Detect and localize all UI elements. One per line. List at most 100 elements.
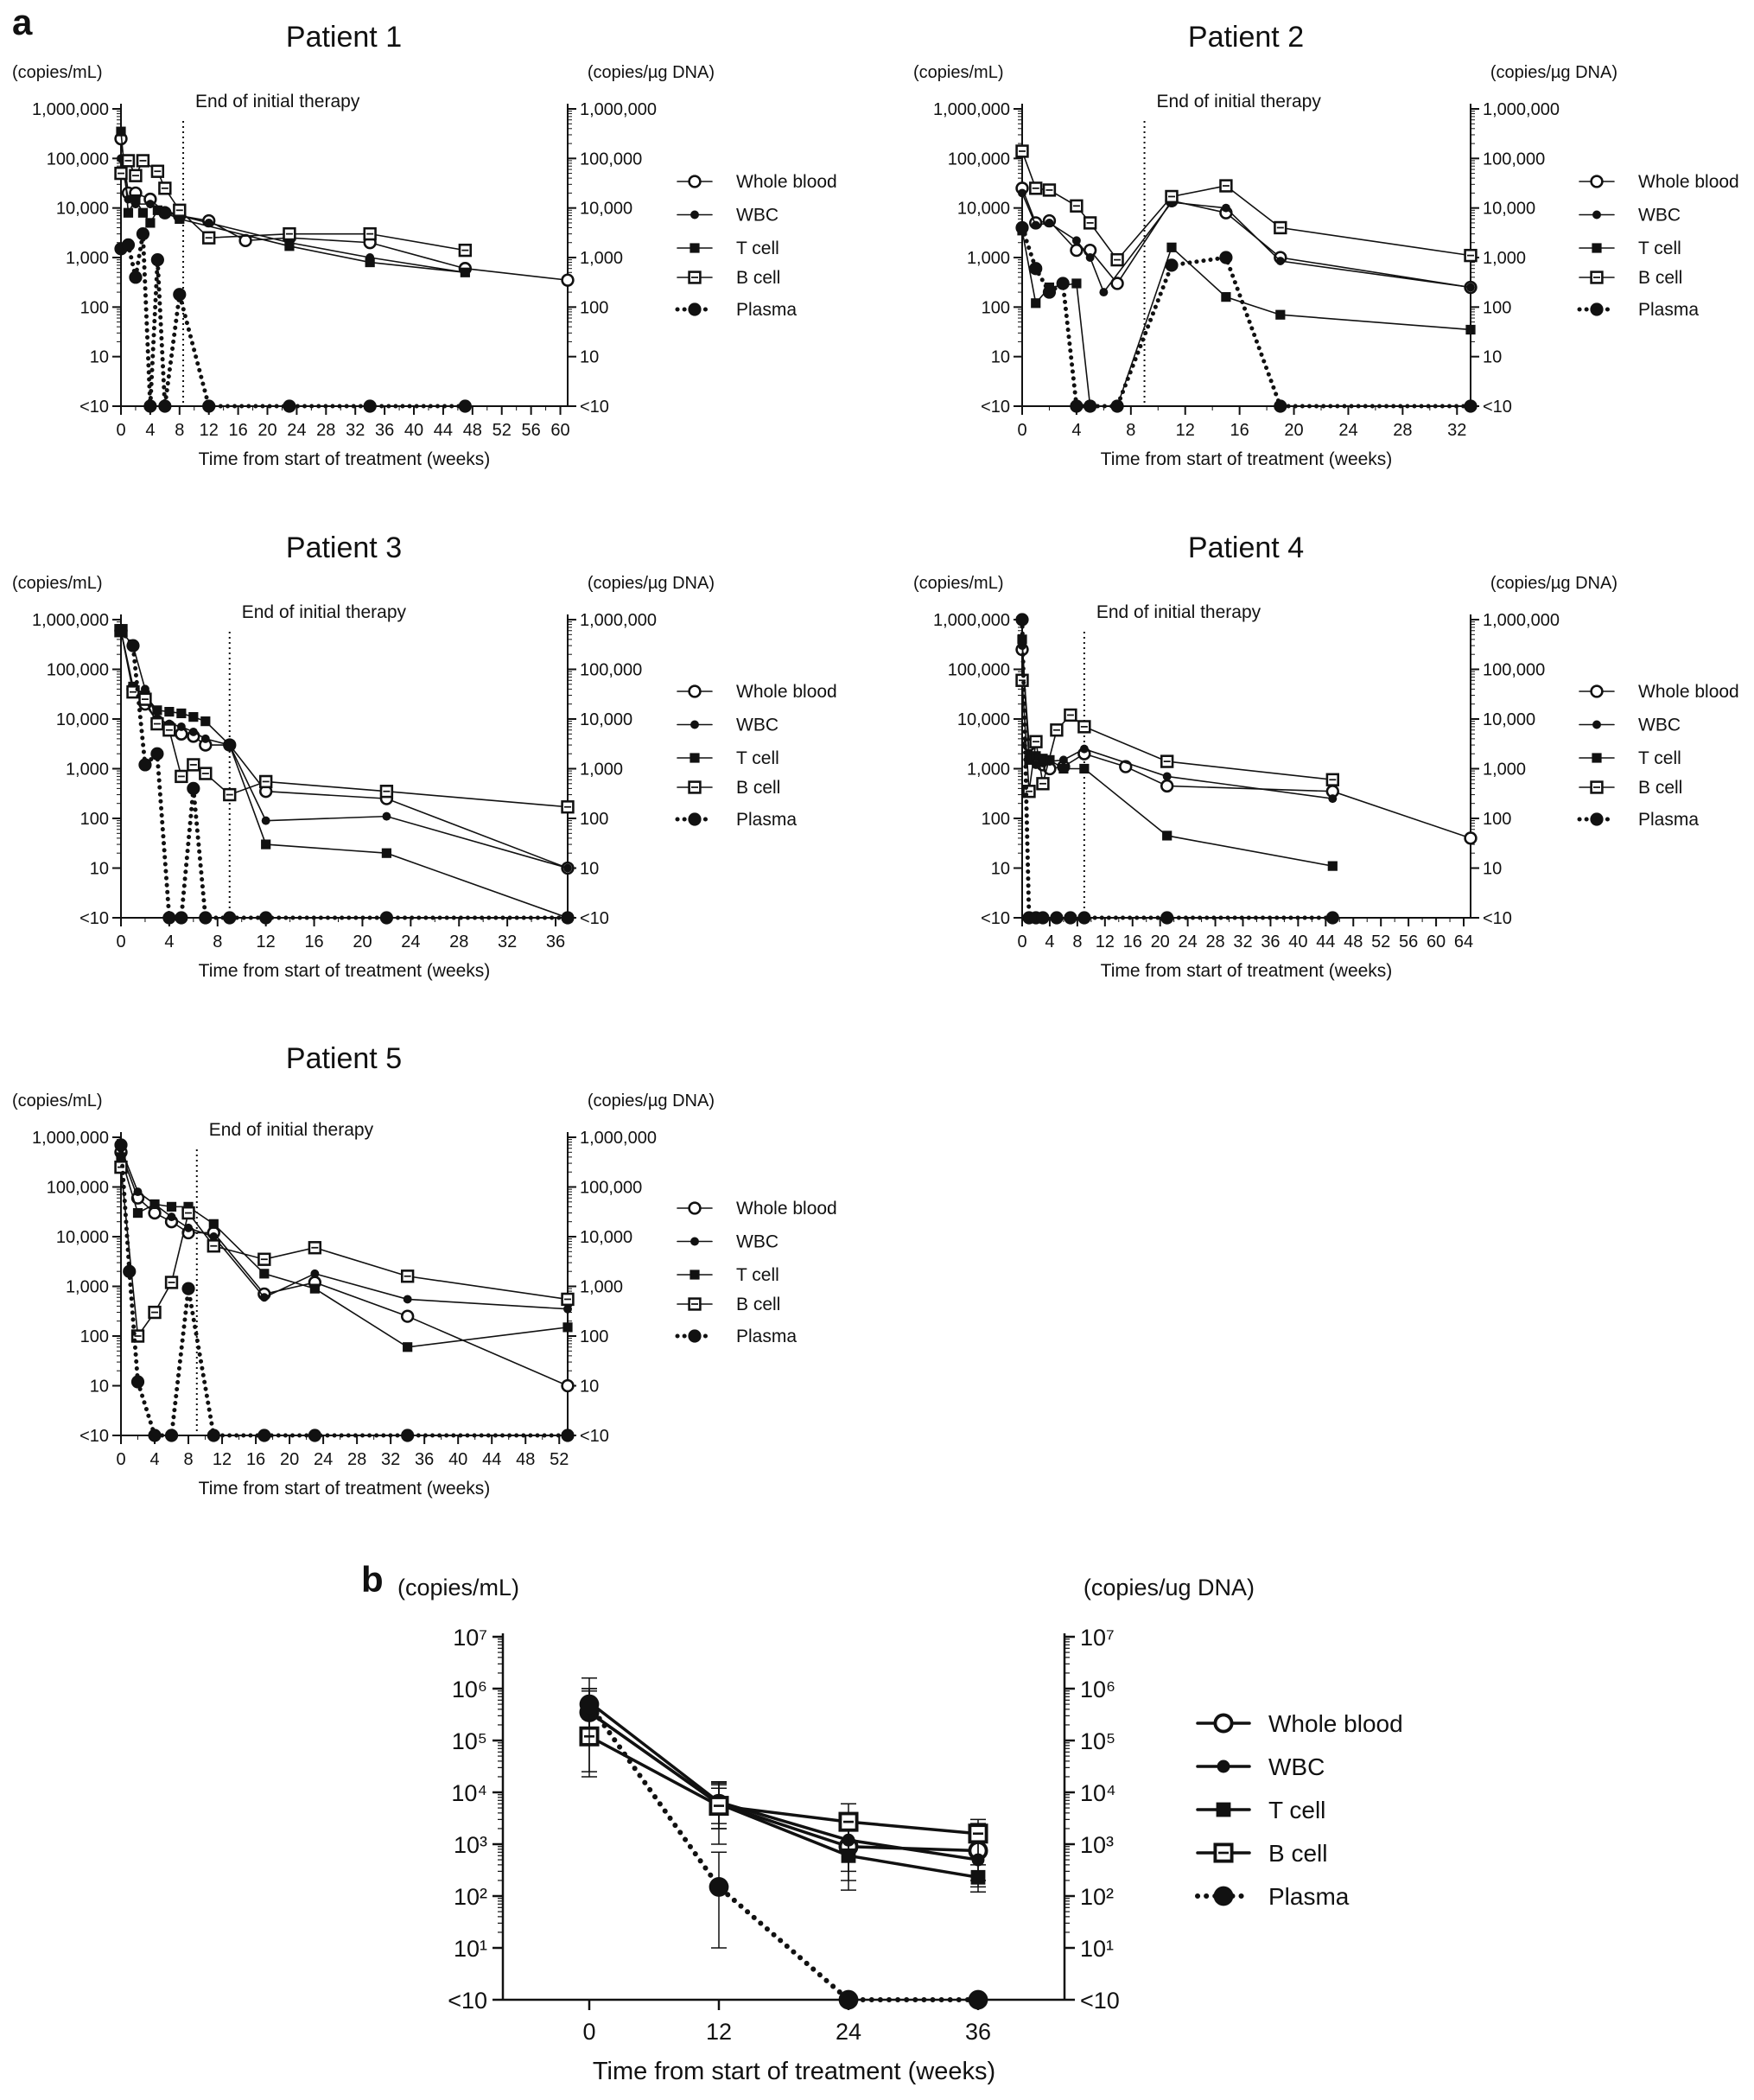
- x-axis-label: Time from start of treatment (weeks): [199, 449, 491, 469]
- legend-marker: [1592, 243, 1602, 253]
- legend-label: B cell: [1638, 268, 1682, 288]
- x-tick-label: 4: [164, 932, 174, 951]
- legend-marker: [1592, 753, 1602, 763]
- data-point: [1036, 777, 1050, 791]
- legend-item-whole-blood: Whole blood: [677, 682, 837, 702]
- data-point: [173, 288, 187, 302]
- left-axis-unit: (copies/mL): [913, 63, 1003, 82]
- legend-marker: [690, 720, 699, 729]
- x-tick-label: 16: [228, 421, 247, 440]
- y-tick-label-left: 10⁶: [452, 1677, 487, 1702]
- series-line: [118, 628, 570, 920]
- series-whole-blood: [1015, 642, 1478, 845]
- y-tick-label-left: 1,000,000: [933, 611, 1010, 630]
- legend-label: B cell: [736, 1295, 780, 1314]
- right-axis-unit: (copies/µg DNA): [588, 1091, 715, 1110]
- series-whole-blood: [114, 624, 575, 875]
- data-point: [709, 1877, 729, 1897]
- data-point: [1221, 203, 1230, 213]
- data-point: [309, 1283, 320, 1294]
- data-point: [129, 270, 143, 284]
- legend-item-plasma: Plasma: [1195, 1883, 1350, 1910]
- legend-marker: [688, 1329, 702, 1343]
- legend-label: Plasma: [1638, 300, 1699, 320]
- data-point: [1221, 292, 1231, 302]
- x-tick-label: 36: [1261, 932, 1280, 951]
- data-point: [181, 1206, 195, 1220]
- data-point: [259, 911, 273, 925]
- data-point: [1464, 831, 1478, 845]
- y-tick-label-left: 1,000: [967, 249, 1010, 268]
- legend: Whole blood WBC T cell B cell Plasma: [1577, 682, 1739, 830]
- legend-label: Plasma: [736, 1327, 797, 1346]
- data-point: [460, 267, 470, 277]
- data-point: [379, 785, 394, 799]
- x-tick-label: 52: [1371, 932, 1390, 951]
- data-point: [1162, 830, 1173, 841]
- data-point: [561, 273, 575, 287]
- series-line: [120, 629, 569, 808]
- data-point: [148, 1305, 162, 1320]
- x-tick-label: 12: [213, 1450, 232, 1469]
- data-point: [1274, 220, 1287, 235]
- y-tick-label-right: 100: [1483, 298, 1511, 317]
- y-tick-label-left: 1,000,000: [933, 100, 1010, 119]
- y-tick-label-left: 1,000: [66, 249, 109, 268]
- series-line: [588, 1700, 980, 1861]
- x-tick-label: 48: [516, 1450, 535, 1469]
- right-axis-unit: (copies/µg DNA): [588, 574, 715, 593]
- data-point: [1162, 772, 1172, 781]
- y-tick-label-left: 1,000,000: [32, 1129, 109, 1148]
- legend-marker: [1213, 1842, 1234, 1863]
- legend-label: Whole blood: [1638, 172, 1739, 192]
- data-point: [130, 194, 141, 205]
- data-point: [1050, 723, 1064, 737]
- series-plasma: [1015, 220, 1478, 413]
- legend-item-wbc: WBC: [1579, 206, 1681, 226]
- data-point: [176, 708, 187, 719]
- legend-label: T cell: [736, 1265, 779, 1285]
- data-point: [166, 1201, 177, 1212]
- x-tick-label: 28: [1393, 421, 1412, 440]
- x-tick-label: 28: [1205, 932, 1224, 951]
- y-tick-label-right: 1,000: [1483, 249, 1526, 268]
- data-point: [124, 194, 133, 204]
- y-tick-label-right: 100,000: [1483, 661, 1545, 680]
- legend-item-wbc: WBC: [677, 1232, 778, 1252]
- y-tick-label-right: 1,000: [580, 760, 623, 780]
- y-tick-label-left: 100: [80, 1327, 109, 1346]
- y-tick-label-right: 10³: [1080, 1832, 1114, 1858]
- series-b-cell: [114, 1160, 575, 1343]
- legend-marker: [1590, 302, 1604, 316]
- data-point: [158, 181, 172, 195]
- x-axis-label: Time from start of treatment (weeks): [1101, 961, 1393, 981]
- y-tick-label-right: 100,000: [1483, 150, 1545, 169]
- y-tick-label-left: 1,000: [967, 760, 1010, 780]
- series-line: [120, 629, 569, 919]
- chart-title: Patient 2: [1188, 21, 1304, 54]
- data-point: [1024, 754, 1034, 765]
- x-tick-label: 0: [582, 2019, 595, 2045]
- legend-label: T cell: [1638, 239, 1681, 258]
- data-point: [136, 154, 150, 168]
- legend-item-whole-blood: Whole blood: [1196, 1710, 1403, 1737]
- y-tick-label-left: 10: [90, 1378, 109, 1397]
- x-tick-label: 60: [1427, 932, 1446, 951]
- legend-item-plasma: Plasma: [675, 810, 797, 830]
- legend-label: B cell: [736, 778, 780, 798]
- data-point: [145, 200, 155, 209]
- chart-summary: (copies/mL) (copies/ug DNA) <10 <10 10¹ 10¹ 10…: [397, 1575, 1403, 2085]
- data-point: [1079, 763, 1090, 774]
- data-point: [1085, 253, 1095, 262]
- legend-item-whole-blood: Whole blood: [677, 1199, 837, 1219]
- y-tick-label-left: <10: [79, 909, 109, 928]
- data-point: [1018, 188, 1026, 198]
- legend-label: Whole blood: [736, 682, 837, 702]
- data-point: [1166, 242, 1177, 252]
- data-point: [188, 727, 198, 736]
- x-tick-label: 56: [521, 421, 540, 440]
- y-tick-label-left: 10⁵: [452, 1728, 487, 1754]
- x-tick-label: 8: [183, 1450, 193, 1469]
- data-point: [1031, 220, 1040, 230]
- legend-marker: [1590, 780, 1604, 794]
